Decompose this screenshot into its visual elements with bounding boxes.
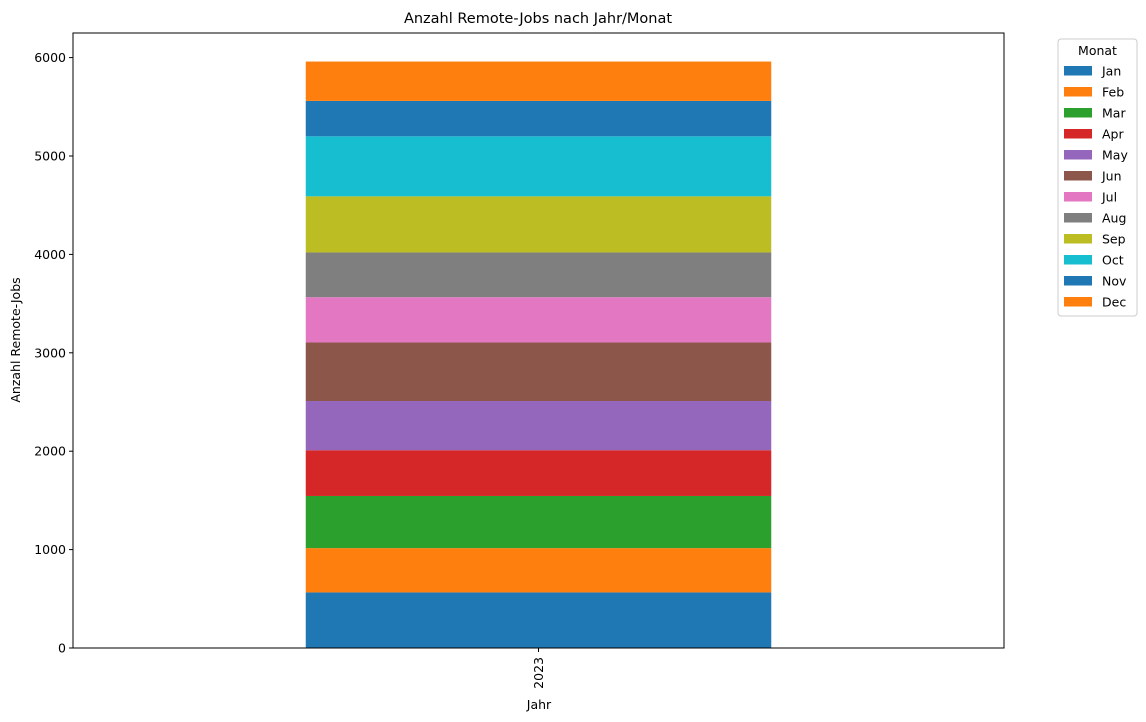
legend-label-jul: Jul — [1101, 190, 1117, 205]
x-axis-label: Jahr — [526, 697, 552, 712]
legend-label-nov: Nov — [1102, 274, 1127, 289]
legend-swatch-jul — [1064, 192, 1092, 202]
legend-swatch-jan — [1064, 66, 1092, 76]
bar-segment-apr-2023 — [305, 450, 772, 496]
legend-swatch-sep — [1064, 234, 1092, 244]
bar-segment-jul-2023 — [305, 297, 772, 343]
y-tick-label: 3000 — [34, 345, 66, 360]
legend-label-jan: Jan — [1101, 64, 1121, 79]
plot-area — [72, 32, 1005, 649]
bar-segment-feb-2023 — [305, 548, 772, 593]
legend-swatch-mar — [1064, 108, 1092, 118]
x-axis: 2023 — [531, 648, 546, 689]
legend-swatch-nov — [1064, 276, 1092, 286]
chart-title: Anzahl Remote-Jobs nach Jahr/Monat — [404, 11, 672, 27]
legend-title: Monat — [1078, 43, 1117, 58]
legend-label-oct: Oct — [1102, 253, 1124, 268]
legend-swatch-feb — [1064, 87, 1092, 97]
y-axis: 0 1000 2000 3000 4000 5000 6000 — [34, 50, 73, 656]
y-tick-label: 6000 — [34, 50, 66, 65]
legend-label-mar: Mar — [1102, 106, 1126, 121]
legend-swatch-oct — [1064, 255, 1092, 265]
y-tick-label: 5000 — [34, 149, 66, 164]
x-tick-label: 2023 — [531, 657, 546, 689]
legend: Monat Jan Feb Mar Apr May Jun Jul Aug Sep Oct Nov De… — [1057, 38, 1138, 317]
legend-label-may: May — [1102, 148, 1128, 163]
legend-swatch-aug — [1064, 213, 1092, 223]
legend-swatch-may — [1064, 150, 1092, 160]
bar-segment-aug-2023 — [305, 252, 772, 298]
bar-segment-mar-2023 — [305, 495, 772, 549]
legend-label-sep: Sep — [1102, 232, 1126, 247]
legend-label-jun: Jun — [1101, 169, 1122, 184]
bar-segment-jun-2023 — [305, 342, 772, 402]
legend-swatch-apr — [1064, 129, 1092, 139]
legend-swatch-dec — [1064, 297, 1092, 307]
bar-segment-may-2023 — [305, 401, 772, 451]
legend-label-feb: Feb — [1102, 85, 1124, 100]
y-axis-label: Anzahl Remote-Jobs — [8, 277, 23, 402]
y-tick-label: 2000 — [34, 444, 66, 459]
y-tick-label: 4000 — [34, 247, 66, 262]
legend-label-aug: Aug — [1102, 211, 1126, 226]
bar-segment-jan-2023 — [305, 592, 772, 648]
bar-segment-oct-2023 — [305, 136, 772, 197]
bar-segment-dec-2023 — [305, 61, 772, 101]
legend-swatch-jun — [1064, 171, 1092, 181]
y-tick-label: 1000 — [34, 542, 66, 557]
bar-segment-sep-2023 — [305, 196, 772, 253]
bar-segment-nov-2023 — [305, 100, 772, 137]
legend-label-dec: Dec — [1102, 295, 1126, 310]
y-tick-label: 0 — [58, 641, 66, 656]
legend-label-apr: Apr — [1102, 127, 1124, 142]
